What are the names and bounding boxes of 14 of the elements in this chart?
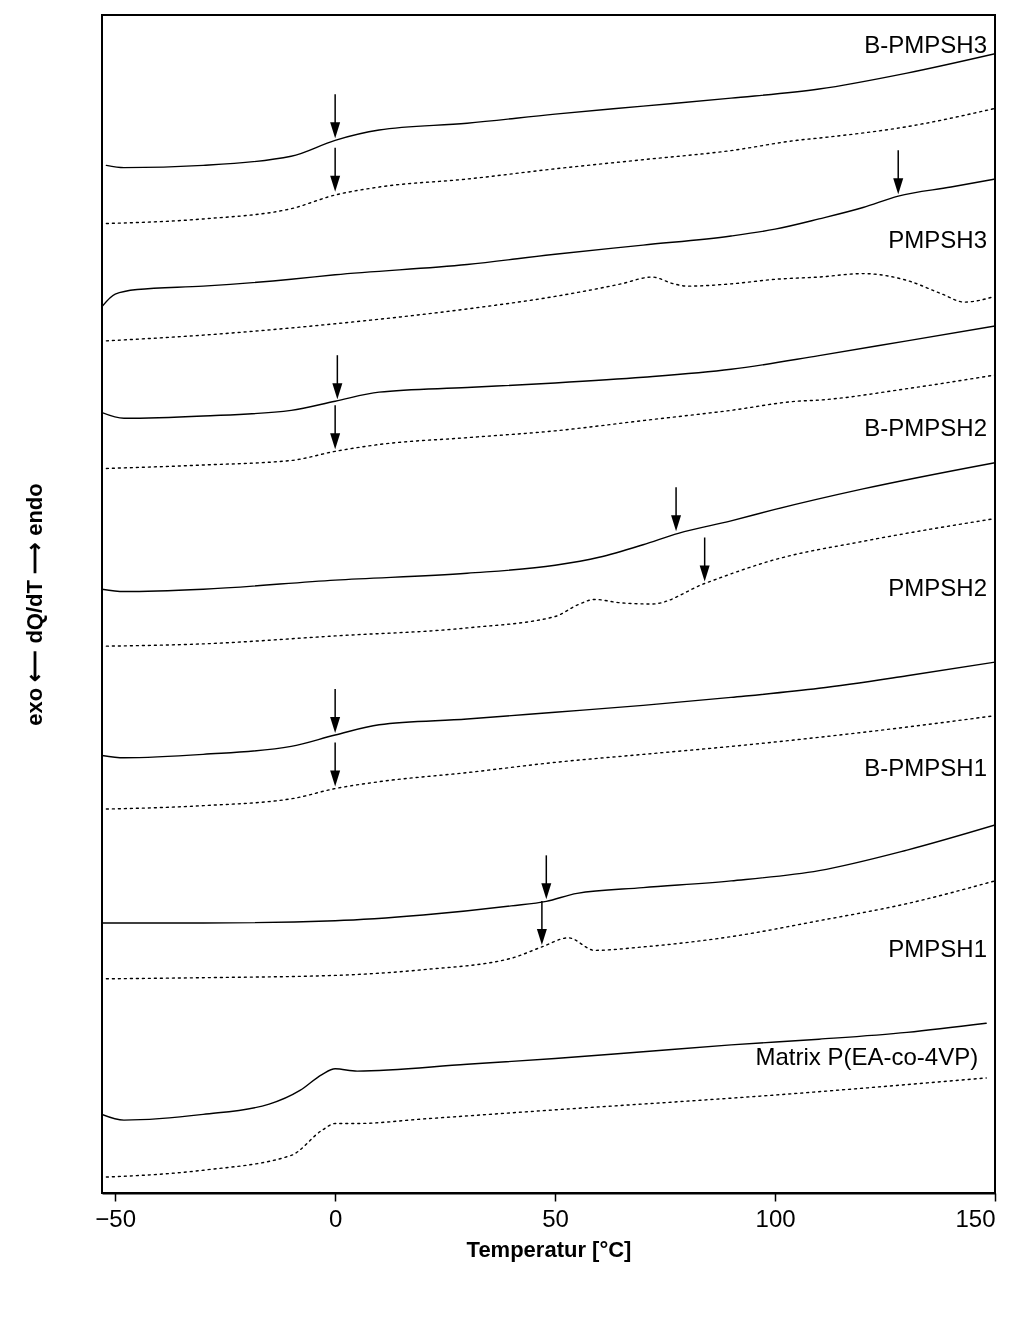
series-label: B-PMPSH1 xyxy=(864,753,987,781)
x-axis-title: Temperatur [°C] xyxy=(466,1236,632,1262)
series-label: PMPSH1 xyxy=(888,934,987,962)
series-label: B-PMPSH2 xyxy=(864,414,987,442)
x-tick-label: −50 xyxy=(95,1204,137,1232)
x-tick-label: 0 xyxy=(328,1204,343,1232)
y-axis-title: exo ⟵ dQ/dT ⟶ endo xyxy=(21,483,47,726)
series-label: B-PMPSH3 xyxy=(864,30,987,58)
x-tick-label: 150 xyxy=(955,1204,996,1232)
series-label: PMPSH2 xyxy=(888,573,987,601)
series-label: PMPSH3 xyxy=(888,226,987,254)
x-tick-label: 50 xyxy=(542,1204,569,1232)
x-tick-label: 100 xyxy=(755,1204,796,1232)
series-label: Matrix P(EA-co-4VP) xyxy=(755,1043,979,1071)
